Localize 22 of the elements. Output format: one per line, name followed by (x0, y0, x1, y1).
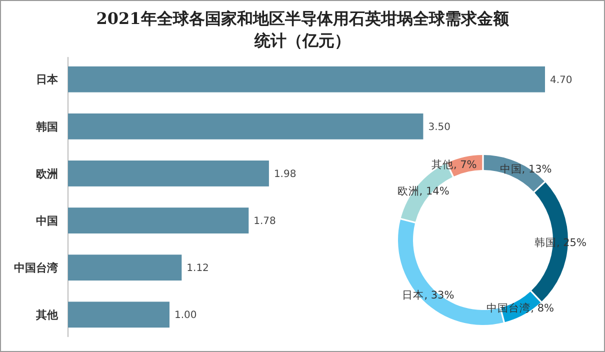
y-tick-label: 韩国 (35, 120, 58, 134)
bar (68, 208, 249, 234)
data-label: 3.50 (428, 122, 450, 133)
slice-label: 其他, 7% (431, 158, 477, 172)
data-label: 1.78 (254, 216, 276, 228)
data-label: 1.00 (174, 310, 197, 322)
data-label: 1.98 (274, 168, 296, 180)
y-tick-label: 中国 (36, 214, 58, 228)
bar (68, 254, 182, 281)
chart-title: 2021年全球各国家和地区半导体用石英坩埚全球需求金额统计（亿元） (96, 9, 510, 50)
bar (68, 302, 170, 328)
slice-label: 中国, 13% (500, 162, 552, 176)
y-tick-label: 其他 (35, 308, 59, 322)
slice-label: 欧洲, 14% (397, 184, 450, 198)
data-label: 1.12 (186, 263, 209, 274)
y-tick-label: 日本 (36, 73, 59, 86)
data-label: 4.70 (550, 74, 572, 86)
bar (68, 160, 269, 186)
bar (68, 113, 424, 140)
bar (68, 66, 545, 92)
y-tick-label: 中国台湾 (14, 261, 59, 274)
y-tick-label: 欧洲 (36, 167, 58, 180)
